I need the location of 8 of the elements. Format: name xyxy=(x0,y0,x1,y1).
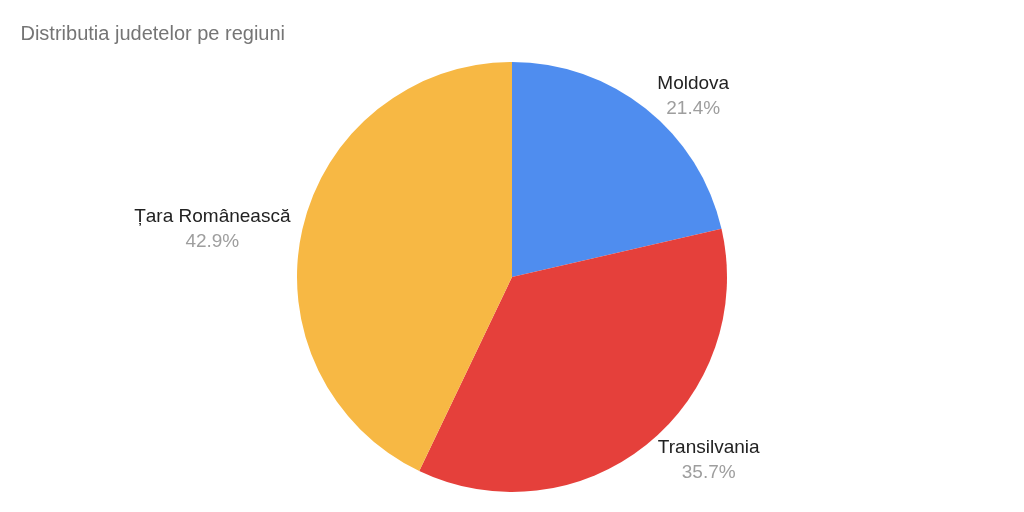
chart-title: Distributia judetelor pe regiuni xyxy=(20,21,286,44)
slice-label: Transilvania xyxy=(657,435,761,457)
data-label: 35.7% xyxy=(681,460,736,482)
slice-label: Țara Românească xyxy=(134,205,291,227)
pie-slice xyxy=(297,62,512,471)
slice-label: Moldova xyxy=(657,71,730,93)
data-label: 42.9% xyxy=(185,230,240,252)
data-label: 21.4% xyxy=(666,96,721,118)
